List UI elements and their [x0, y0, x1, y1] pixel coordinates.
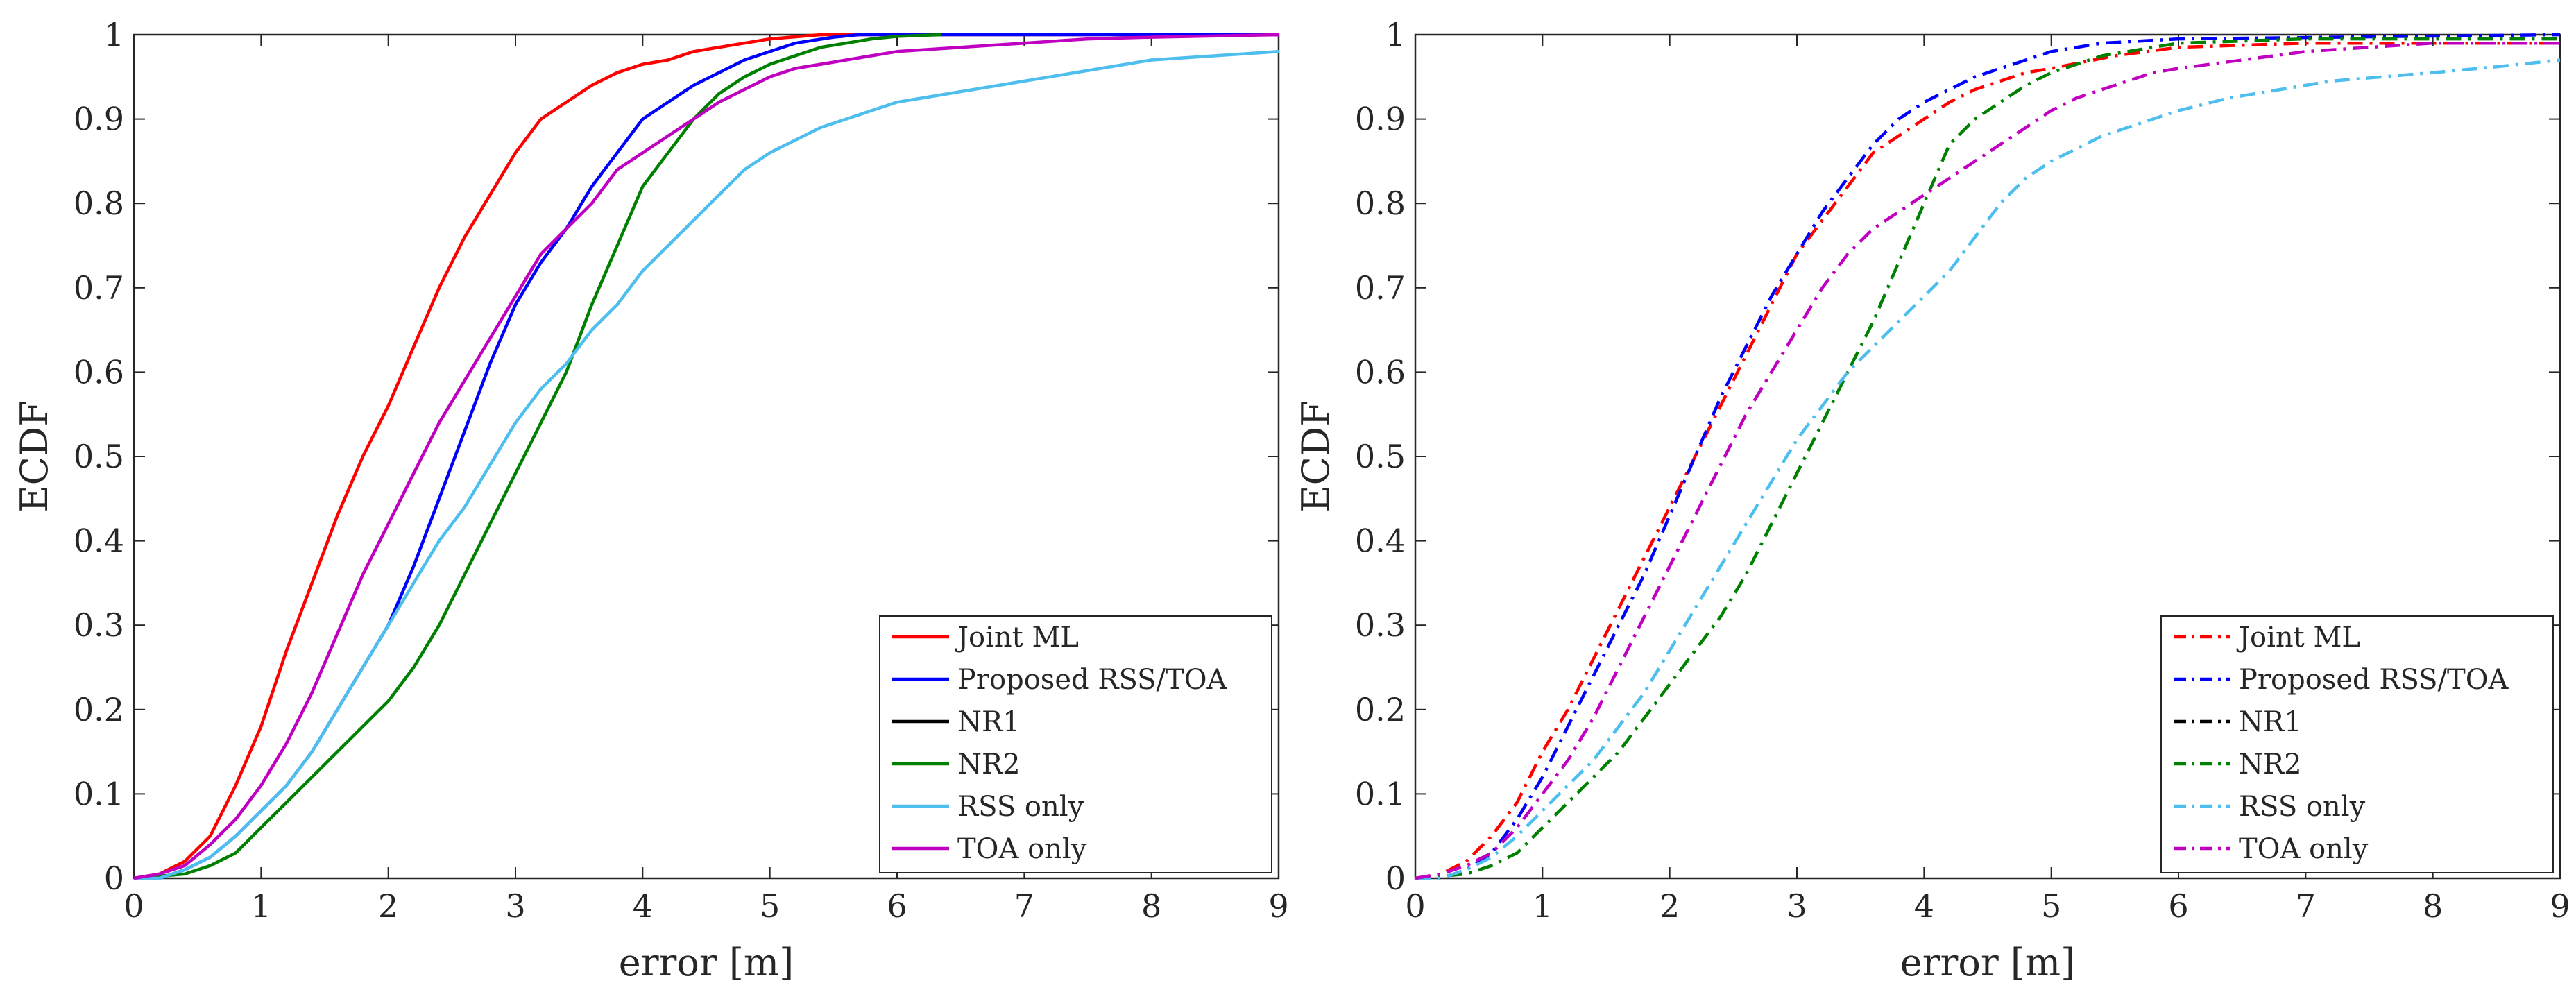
x-tick-label: 2 [378, 887, 398, 925]
y-tick-label: 0.9 [74, 101, 124, 138]
legend-label-rss-only: RSS only [2239, 791, 2366, 823]
legend-label-proposed-rss-toa: Proposed RSS/TOA [957, 664, 1227, 696]
y-tick-label: 1 [1385, 16, 1406, 53]
x-tick-label: 0 [1405, 887, 1425, 925]
y-tick-label: 0.1 [1355, 775, 1406, 812]
legend-label-joint-ml: Joint ML [2236, 622, 2360, 654]
legend-label-toa-only: TOA only [957, 833, 1087, 865]
y-tick-label: 0.4 [74, 522, 124, 560]
y-tick-label: 0.6 [1355, 353, 1406, 391]
y-tick-label: 0.7 [1355, 269, 1406, 307]
y-tick-label: 0.6 [74, 353, 124, 391]
y-tick-label: 0.4 [1355, 522, 1406, 560]
x-tick-label: 4 [633, 887, 653, 925]
legend-box [2160, 615, 2554, 873]
x-axis-title: error [m] [1900, 941, 2075, 984]
legend-label-nr1: NR1 [2239, 706, 2302, 738]
series-line-nr2 [133, 33, 942, 880]
x-tick-label: 7 [1014, 887, 1034, 925]
y-tick-label: 0.3 [74, 606, 124, 644]
y-tick-label: 0.2 [1355, 691, 1406, 728]
y-tick-label: 0.5 [74, 438, 124, 475]
x-tick-label: 5 [2041, 887, 2061, 925]
x-tick-label: 8 [1141, 887, 1161, 925]
y-tick-label: 0.1 [74, 775, 124, 812]
legend-label-nr2: NR2 [2239, 749, 2302, 780]
y-tick-label: 0.8 [74, 185, 124, 222]
x-tick-label: 8 [2423, 887, 2443, 925]
right-panel-dashdot-lines: 0 1 2 3 4 5 6 7 8 9 0 0.1 0.2 0.3 0.4 0.5 0.6 0.7 0.8 0.9 1 e… [1294, 16, 2570, 984]
series-line-nr2 [1415, 37, 2560, 880]
x-tick-label: 1 [251, 887, 271, 925]
x-tick-label: 3 [1786, 887, 1807, 925]
y-tick-label: 0.5 [1355, 438, 1406, 475]
y-tick-label: 0 [104, 860, 124, 897]
x-tick-label: 4 [1914, 887, 1934, 925]
left-panel-solid-lines: 0 1 2 3 4 5 6 7 8 9 0 0.1 0.2 0.3 0.4 0.5 0.6 0.7 0.8 0.9 1 e… [12, 16, 1289, 984]
x-tick-label: 2 [1660, 887, 1680, 925]
x-tick-label: 6 [887, 887, 907, 925]
series-line-toa-only [1415, 41, 2560, 880]
y-tick-label: 0 [1385, 860, 1406, 897]
x-axis-title: error [m] [619, 941, 794, 984]
x-tick-label: 5 [760, 887, 780, 925]
x-tick-label: 1 [1533, 887, 1553, 925]
x-tick-label: 0 [123, 887, 144, 925]
legend-label-toa-only: TOA only [2239, 833, 2369, 865]
legend: Joint ML Proposed RSS/TOA NR1 NR2 RSS only TO… [2160, 615, 2554, 873]
legend: Joint ML Proposed RSS/TOA NR1 NR2 RSS only TO… [879, 615, 1272, 873]
y-tick-label: 0.9 [1355, 101, 1406, 138]
y-tick-label: 0.3 [1355, 606, 1406, 644]
series-line-toa-only [133, 33, 1279, 880]
y-tick-label: 0.2 [74, 691, 124, 728]
series-line-rss-only [134, 50, 1279, 880]
legend-label-nr1: NR1 [957, 706, 1021, 738]
y-axis-title: ECDF [12, 400, 56, 513]
x-tick-label: 9 [1268, 887, 1288, 925]
legend-label-rss-only: RSS only [957, 791, 1084, 823]
y-tick-label: 0.8 [1355, 185, 1406, 222]
legend-label-joint-ml: Joint ML [955, 622, 1079, 654]
series-line-proposed-rss-toa [1415, 33, 2561, 880]
legend-box [879, 615, 1272, 873]
x-tick-label: 6 [2168, 887, 2188, 925]
series-line-rss-only [1415, 58, 2561, 880]
x-tick-label: 9 [2550, 887, 2570, 925]
legend-label-proposed-rss-toa: Proposed RSS/TOA [2239, 664, 2509, 696]
x-tick-label: 7 [2296, 887, 2316, 925]
y-tick-label: 0.7 [74, 269, 124, 307]
legend-label-nr2: NR2 [957, 749, 1021, 780]
series-line-joint-ml [133, 33, 1279, 880]
x-tick-label: 3 [505, 887, 525, 925]
y-tick-label: 1 [104, 16, 124, 53]
y-axis-title: ECDF [1294, 400, 1338, 513]
